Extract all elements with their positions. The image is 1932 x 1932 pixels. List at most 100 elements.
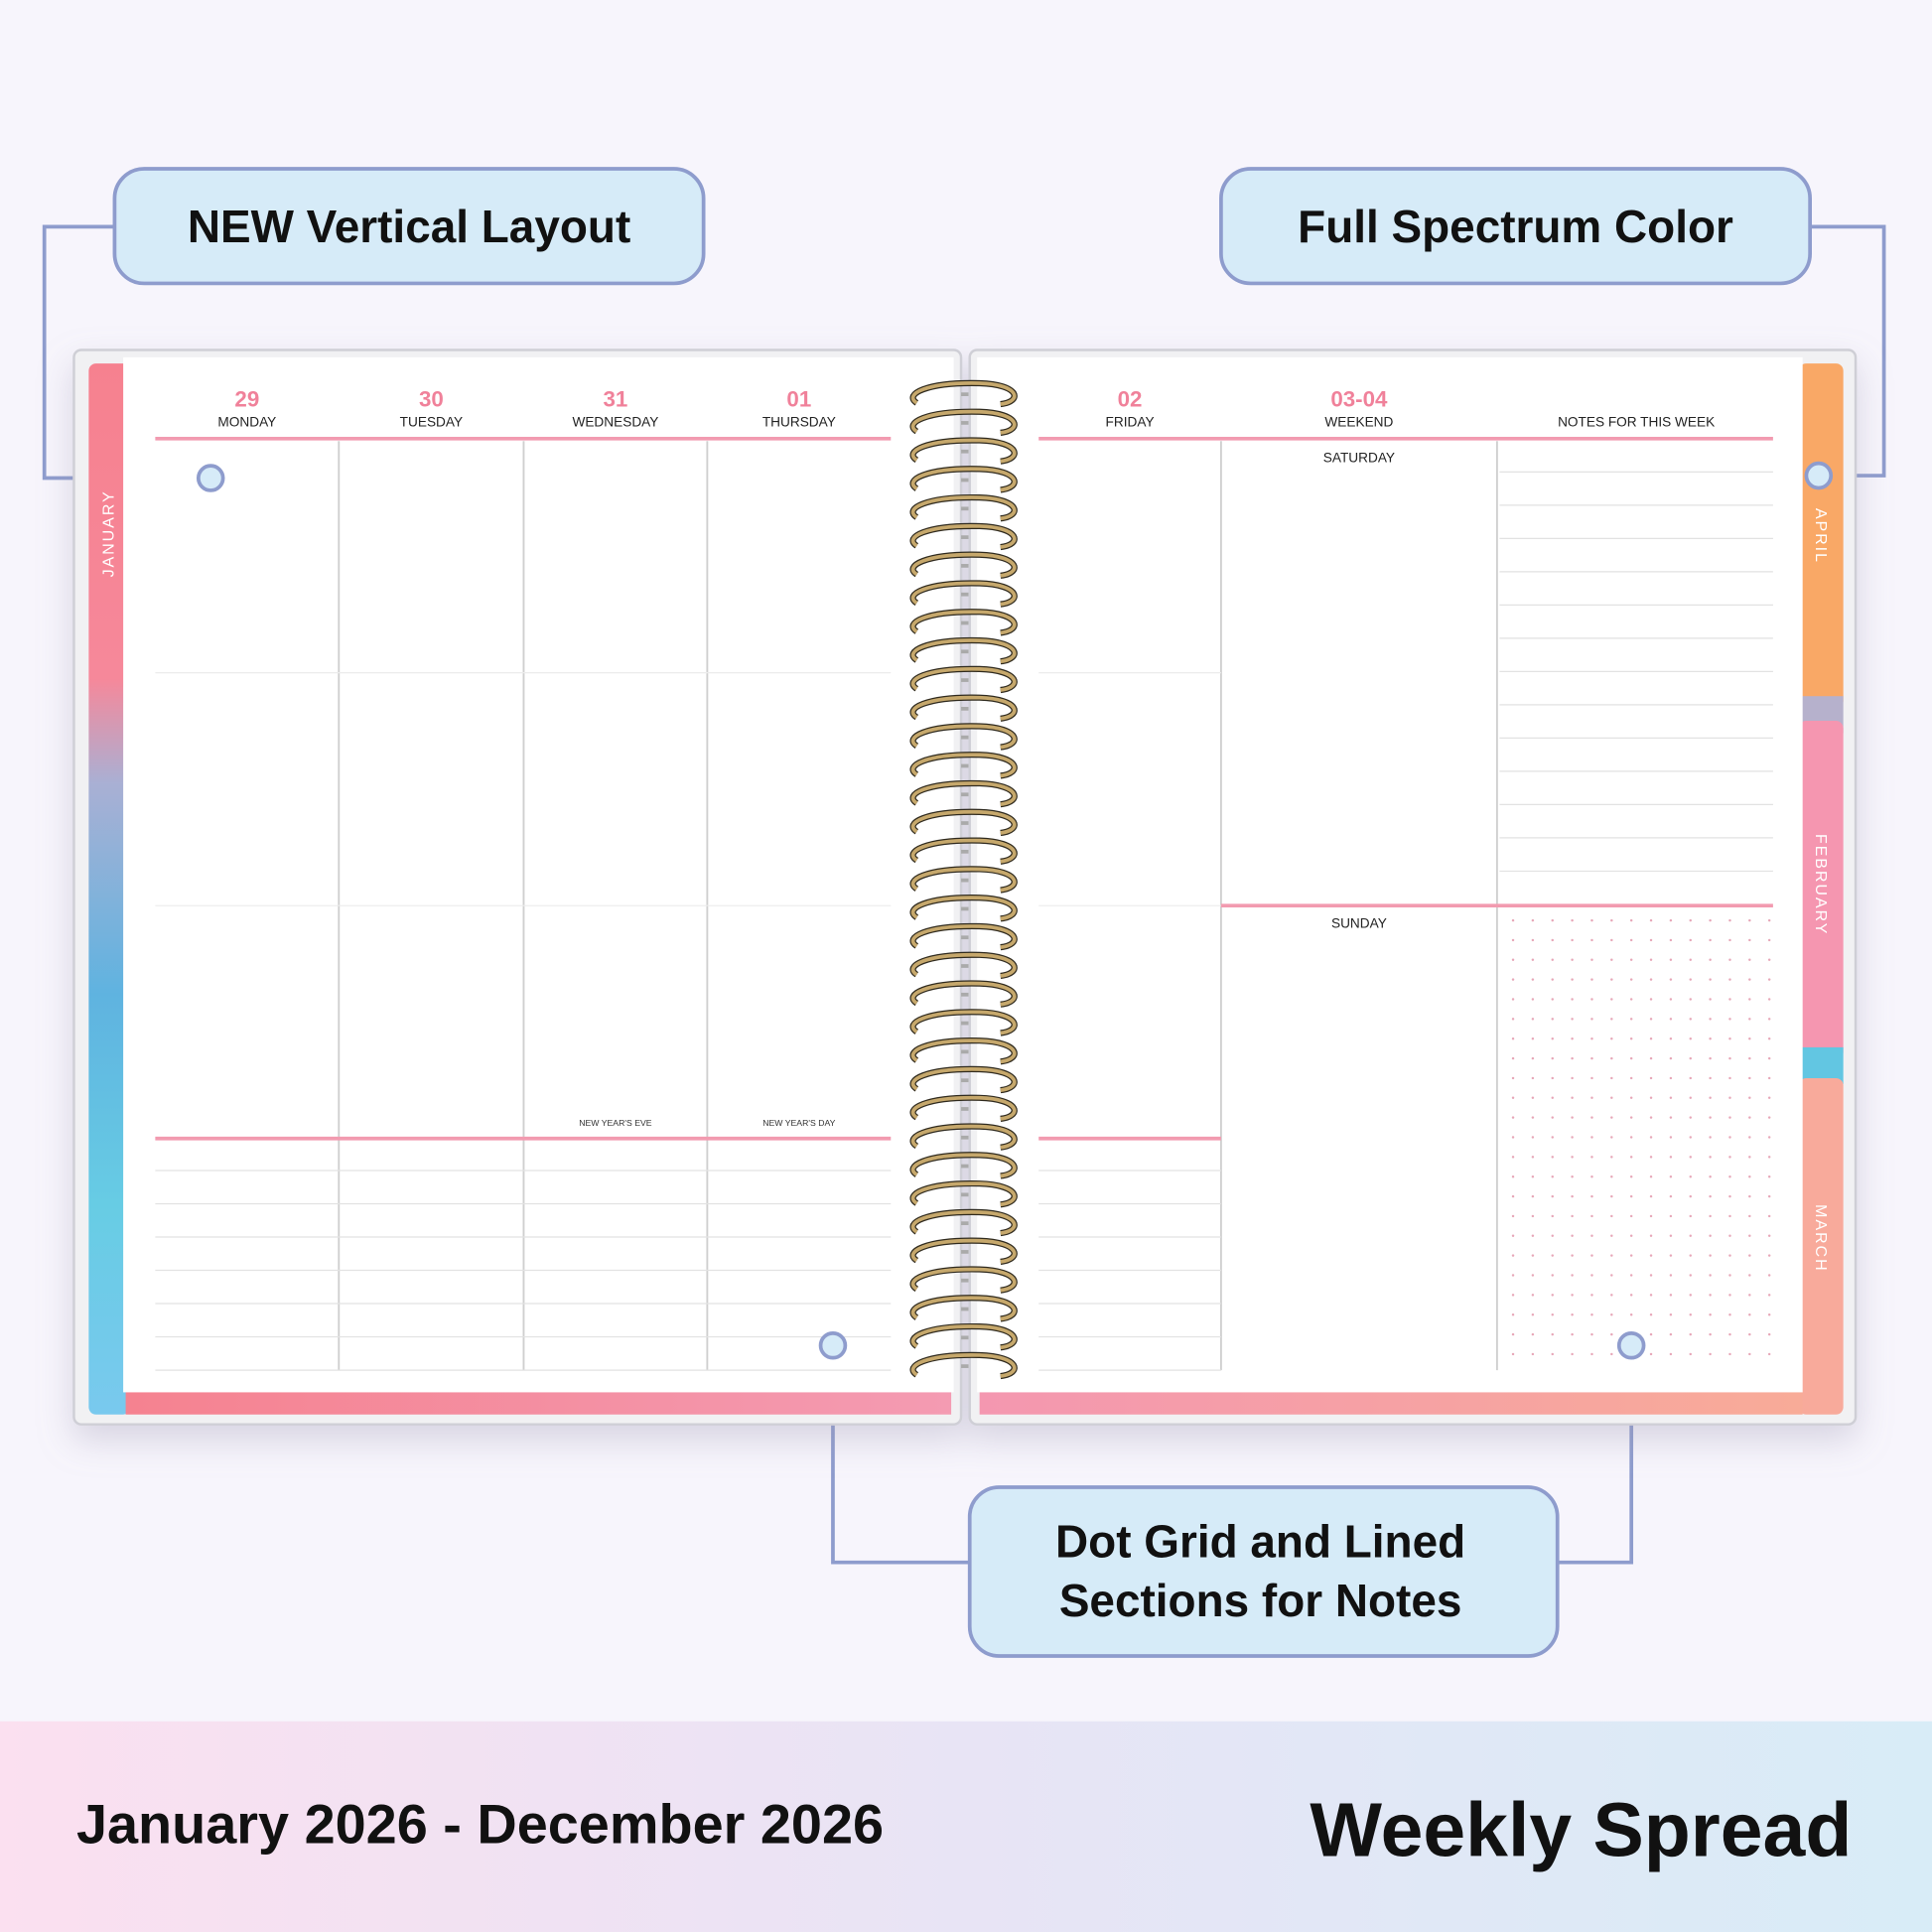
grid-dot <box>1748 1274 1751 1277</box>
grid-dot <box>1610 1156 1613 1159</box>
grid-dot <box>1531 1056 1535 1060</box>
grid-dot <box>1511 1036 1515 1040</box>
grid-dot <box>1767 1156 1771 1159</box>
grid-dot <box>1669 1076 1673 1080</box>
grid-dot <box>1709 1136 1712 1139</box>
grid-dot <box>1531 1274 1535 1277</box>
grid-dot <box>1551 1332 1554 1336</box>
grid-dot <box>1689 1352 1692 1356</box>
grid-dot <box>1571 1274 1574 1277</box>
grid-dot <box>1551 1136 1554 1139</box>
callout: NEW Vertical Layout <box>112 167 706 286</box>
grid-dot <box>1669 938 1673 942</box>
page-lines <box>155 436 1773 1371</box>
month-tab: APRIL <box>1812 508 1830 564</box>
spiral-coil <box>910 438 1017 464</box>
grid-dot <box>1629 1096 1633 1100</box>
grid-dot <box>1511 1214 1515 1218</box>
spiral-coil <box>910 867 1017 893</box>
grid-dot <box>1571 1136 1574 1139</box>
grid-dot <box>1511 1332 1515 1336</box>
grid-dot <box>1669 978 1673 981</box>
grid-dot <box>1728 1096 1731 1100</box>
grid-dot <box>1571 1096 1574 1100</box>
grid-dot <box>1669 1194 1673 1198</box>
grid-dot <box>1511 1294 1515 1297</box>
callout-text: Sections for Notes <box>1059 1575 1462 1626</box>
grid-dot <box>1767 1312 1771 1316</box>
callout-text: NEW Vertical Layout <box>188 201 630 252</box>
grid-dot <box>1709 1156 1712 1159</box>
grid-dot <box>1511 1312 1515 1316</box>
grid-dot <box>1531 1018 1535 1021</box>
grid-dot <box>1571 978 1574 981</box>
grid-dot <box>1629 1036 1633 1040</box>
grid-dot <box>1610 1174 1613 1178</box>
grid-dot <box>1748 978 1751 981</box>
day-name: FRIDAY <box>1106 414 1155 429</box>
grid-dot <box>1748 1156 1751 1159</box>
grid-dot <box>1531 1096 1535 1100</box>
spiral-binding <box>909 379 1018 1380</box>
grid-dot <box>1571 918 1574 922</box>
grid-dot <box>1610 1018 1613 1021</box>
grid-dot <box>1531 1076 1535 1080</box>
grid-dot <box>1531 1214 1535 1218</box>
grid-dot <box>1649 1312 1653 1316</box>
grid-dot <box>1610 1136 1613 1139</box>
spiral-coil <box>910 1267 1017 1293</box>
grid-dot <box>1629 1136 1633 1139</box>
grid-dot <box>1709 1234 1712 1238</box>
grid-dot <box>1629 1194 1633 1198</box>
spiral-coil <box>910 1353 1017 1378</box>
grid-dot <box>1531 978 1535 981</box>
spiral-coil <box>910 1296 1017 1321</box>
grid-dot <box>1551 1018 1554 1021</box>
month-tab: JANUARY <box>100 489 118 577</box>
day-name: WEDNESDAY <box>572 414 658 429</box>
grid-dot <box>1571 1254 1574 1257</box>
grid-dot <box>1531 1352 1535 1356</box>
grid-dot <box>1689 1274 1692 1277</box>
grid-dot <box>1748 1076 1751 1080</box>
day-name: MONDAY <box>217 414 276 429</box>
grid-dot <box>1571 1332 1574 1336</box>
grid-dot <box>1590 1312 1593 1316</box>
grid-dot <box>1649 938 1653 942</box>
grid-dot <box>1767 998 1771 1001</box>
grid-dot <box>1689 1056 1692 1060</box>
grid-dot <box>1689 998 1692 1001</box>
grid-dot <box>1531 1294 1535 1297</box>
grid-dot <box>1590 918 1593 922</box>
grid-dot <box>1610 1076 1613 1080</box>
grid-dot <box>1728 1274 1731 1277</box>
grid-dot <box>1571 1156 1574 1159</box>
callout-text: Full Spectrum Color <box>1298 201 1733 252</box>
grid-dot <box>1531 938 1535 942</box>
grid-dot <box>1669 1352 1673 1356</box>
grid-dot <box>1728 1156 1731 1159</box>
grid-dot <box>1551 1352 1554 1356</box>
grid-dot <box>1748 1312 1751 1316</box>
weekend-day: SUNDAY <box>1331 915 1387 930</box>
grid-dot <box>1629 1116 1633 1119</box>
grid-dot <box>1728 1056 1731 1060</box>
grid-dot <box>1728 1214 1731 1218</box>
day-date: 30 <box>419 386 444 411</box>
grid-dot <box>1709 918 1712 922</box>
grid-dot <box>1748 1018 1751 1021</box>
grid-dot <box>1590 1352 1593 1356</box>
spiral-coil <box>910 781 1017 807</box>
grid-dot <box>1728 1174 1731 1178</box>
grid-dot <box>1728 938 1731 942</box>
grid-dot <box>1669 1214 1673 1218</box>
grid-dot <box>1689 1234 1692 1238</box>
grid-dot <box>1689 1136 1692 1139</box>
grid-dot <box>1767 1274 1771 1277</box>
grid-dot <box>1767 918 1771 922</box>
grid-dot <box>1610 1116 1613 1119</box>
grid-dot <box>1590 978 1593 981</box>
spiral-coil <box>910 896 1017 921</box>
grid-dot <box>1511 1096 1515 1100</box>
grid-dot <box>1571 1214 1574 1218</box>
